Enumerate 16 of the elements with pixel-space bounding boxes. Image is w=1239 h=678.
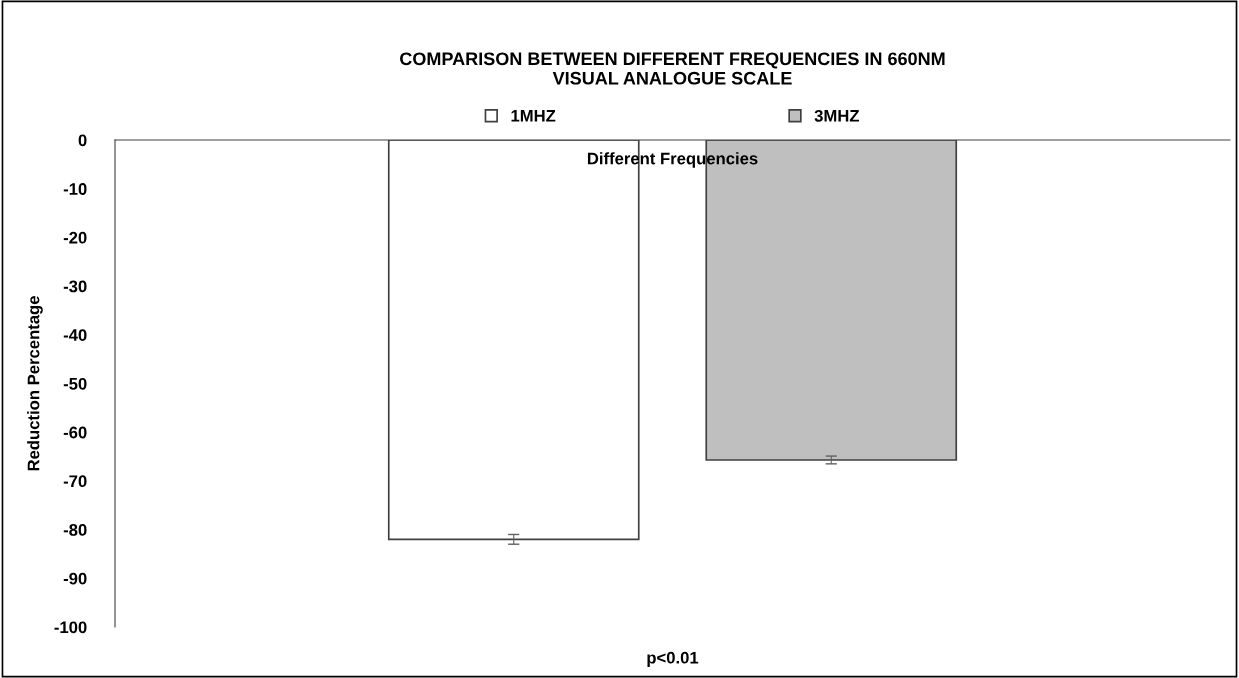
chart-title: COMPARISON BETWEEN DIFFERENT FREQUENCIES IN 660NM VISUAL ANALOGUE SCALE [400,52,945,85]
y-tick-label: -80 [63,524,87,536]
legend-label: 1MHZ [511,110,556,122]
y-axis-title: Reduction Percentage [27,296,43,471]
text: p<0.01 [647,651,699,667]
y-tick-label: 0 [78,134,87,147]
y-tick-label: -50 [63,377,87,390]
y-tick-label: -40 [63,329,87,341]
y-tick-label: -90 [63,572,87,585]
y-tick-label: -60 [63,426,87,439]
y-tick-label: -10 [63,183,87,195]
y-tick-label: -20 [63,231,87,244]
legend-label: 3MHZ [814,109,860,122]
y-tick-label: -100 [54,621,87,634]
y-tick-label: -70 [63,475,87,488]
y-tick-label: -30 [63,280,87,293]
